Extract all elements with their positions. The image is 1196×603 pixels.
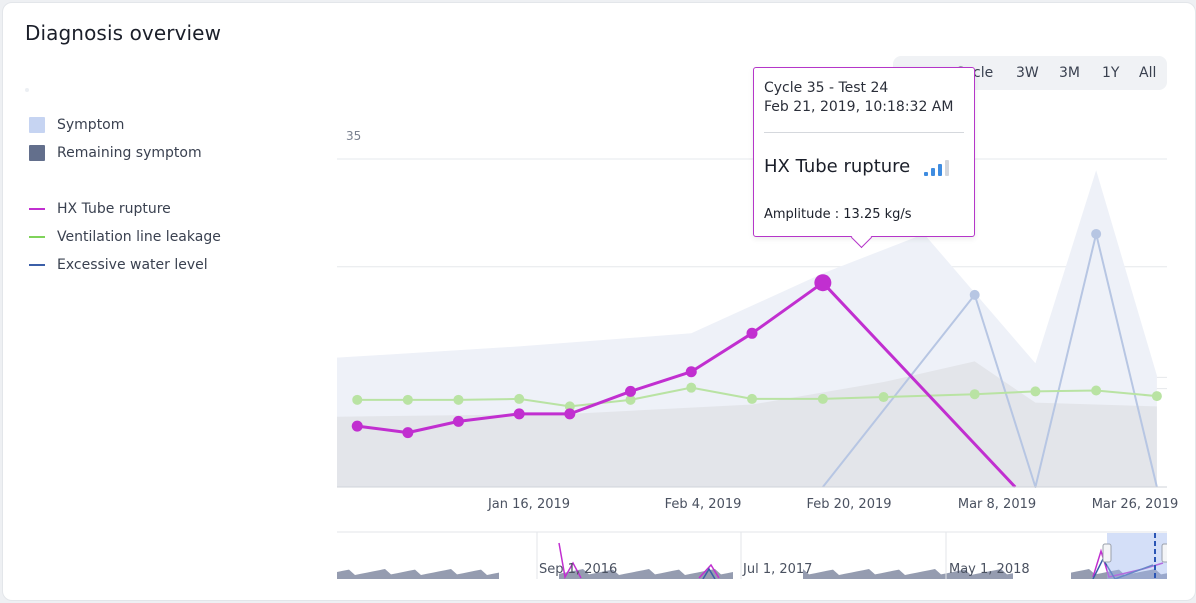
navigator-selection — [1107, 533, 1167, 579]
data-point-ventilation-line-leakage — [747, 393, 757, 404]
signal-strength-icon — [924, 158, 952, 176]
legend-line — [29, 264, 45, 266]
tooltip-cycle: Cycle 35 - Test 24 — [764, 80, 889, 96]
legend-line — [29, 236, 45, 238]
data-point-hx-tube-rupture — [685, 366, 697, 378]
chart-tooltip: Cycle 35 - Test 24 Feb 21, 2019, 10:18:3… — [753, 67, 975, 249]
series-line-ventilation-line-leakage — [357, 386, 1157, 408]
range-1y-button[interactable]: 1Y — [1102, 65, 1120, 81]
legend-label: HX Tube rupture — [57, 201, 171, 217]
legend-label: Excessive water level — [57, 257, 208, 273]
navigator-series-line — [1092, 557, 1154, 579]
area-remaining-symptom — [337, 361, 1157, 487]
data-point-ventilation-line-leakage — [402, 394, 413, 405]
data-point-hx-tube-rupture — [564, 408, 576, 420]
data-point-hx-tube-rupture — [452, 415, 464, 427]
data-point-ventilation-line-leakage — [352, 394, 363, 405]
page-title: Diagnosis overview — [25, 21, 222, 45]
data-point-ventilation-line-leakage — [564, 401, 575, 412]
legend-swatch — [29, 117, 45, 133]
legend-swatch — [29, 145, 45, 161]
legend-label: Symptom — [57, 117, 125, 133]
tooltip-amplitude: Amplitude : 13.25 kg/s — [764, 207, 912, 222]
data-point-hx-tube-rupture — [814, 274, 832, 292]
tooltip-timestamp: Feb 21, 2019, 10:18:32 AM — [764, 99, 954, 115]
data-point-ventilation-line-leakage — [625, 394, 636, 405]
data-point-ventilation-line-leakage — [1030, 386, 1041, 397]
data-point-ventilation-line-leakage — [453, 394, 464, 405]
navigator-label: Sep 1, 2016 — [539, 562, 618, 577]
data-point-ventilation-line-leakage — [878, 392, 889, 403]
range-3m-button[interactable]: 3M — [1059, 65, 1080, 81]
navigator-series-line — [702, 567, 716, 579]
decorative-dot — [25, 88, 29, 92]
x-tick-label: Mar 8, 2019 — [957, 497, 1037, 512]
x-tick-label: Mar 26, 2019 — [1091, 497, 1179, 512]
y-tick-label: 35 — [346, 129, 362, 143]
data-point-excessive-water-level — [1091, 228, 1102, 239]
navigator-label: May 1, 2018 — [949, 562, 1030, 577]
data-point-ventilation-line-leakage — [1151, 391, 1162, 402]
navigator-series-line — [698, 563, 720, 579]
legend-item-hx-tube-rupture[interactable]: HX Tube rupture — [29, 201, 171, 217]
data-point-ventilation-line-leakage — [514, 393, 525, 404]
legend-item-symptom[interactable]: Symptom — [29, 117, 124, 133]
legend-item-excessive-water-level[interactable]: Excessive water level — [29, 257, 208, 273]
data-point-hx-tube-rupture — [746, 327, 758, 339]
data-point-excessive-water-level — [969, 289, 980, 300]
x-tick-label: Feb 4, 2019 — [664, 497, 742, 512]
data-point-ventilation-line-leakage — [969, 389, 980, 400]
legend-line — [29, 208, 45, 210]
navigator-series-line — [558, 542, 582, 579]
range-all-button[interactable]: All — [1139, 65, 1157, 81]
data-point-hx-tube-rupture — [625, 385, 637, 397]
navigator-area — [559, 569, 733, 579]
legend-label: Ventilation line leakage — [57, 229, 221, 245]
legend-item-remaining-symptom[interactable]: Remaining symptom — [29, 145, 202, 161]
range-3w-button[interactable]: 3W — [1016, 65, 1039, 81]
legend-label: Remaining symptom — [57, 145, 202, 161]
series-line-hx-tube-rupture — [357, 281, 1017, 489]
tooltip-divider — [764, 132, 964, 133]
data-point-ventilation-line-leakage — [686, 382, 697, 393]
x-tick-label: Feb 20, 2019 — [806, 497, 892, 512]
navigator-handle-right — [1161, 543, 1167, 563]
navigator-label: Jul 1, 2017 — [743, 562, 813, 577]
data-point-hx-tube-rupture — [402, 427, 414, 439]
x-tick-label: Jan 16, 2019 — [487, 497, 571, 512]
data-point-ventilation-line-leakage — [1091, 385, 1102, 396]
data-point-hx-tube-rupture — [513, 408, 525, 420]
navigator-handle-left — [1102, 543, 1112, 563]
navigator-area — [337, 569, 499, 579]
chart-plot[interactable] — [3, 3, 1195, 600]
data-point-ventilation-line-leakage — [817, 393, 828, 404]
legend-item-ventilation-line-leakage[interactable]: Ventilation line leakage — [29, 229, 221, 245]
data-point-hx-tube-rupture — [351, 420, 363, 432]
tooltip-series-name: HX Tube rupture — [764, 156, 911, 177]
navigator-area — [803, 569, 1013, 579]
